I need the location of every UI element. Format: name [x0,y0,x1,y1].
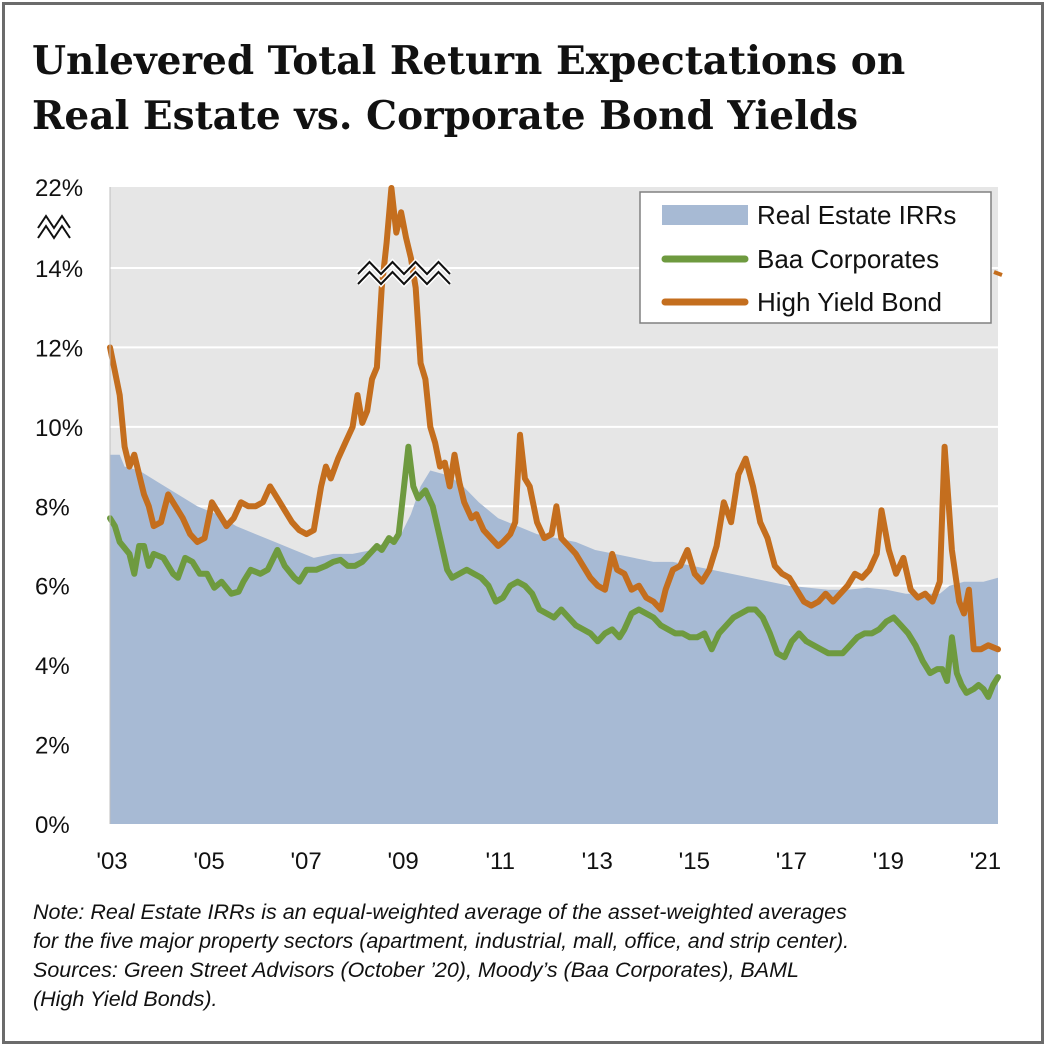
x-tick-label: '15 [679,848,710,875]
y-tick-label: 14% [35,256,83,283]
x-tick-label: '09 [388,848,419,875]
y-tick-label: 6% [35,574,70,601]
series-line-baa-corporates [107,443,1001,700]
chart-note: Note: Real Estate IRRs is an equal-weigh… [33,898,1023,1014]
legend-label: High Yield Bond [757,287,942,317]
title-line-1: Unlevered Total Return Expectations on [32,38,906,84]
title-line-2: Real Estate vs. Corporate Bond Yields [32,93,859,139]
x-tick-label: '21 [970,848,1001,875]
legend: Real Estate IRRs Baa Corporates High Yield… [639,191,992,324]
y-tick-label: 10% [35,415,83,442]
chart-title: Unlevered Total Return Expectations on R… [32,34,1022,144]
axis-break-symbol-plot [356,258,452,288]
y-tick-label: 22% [35,175,83,202]
y-tick-label: 12% [35,335,83,362]
axis-break-symbol-yaxis [35,211,73,243]
y-tick-label: 2% [35,733,70,760]
x-tick-label: '05 [193,848,224,875]
legend-swatch-area [662,205,748,225]
x-tick-label: '03 [96,848,127,875]
note-line-2: for the five major property sectors (apa… [33,929,850,953]
series-area-real-estate-irrs [110,454,998,824]
legend-label: Baa Corporates [757,244,939,274]
x-tick-label: '17 [776,848,807,875]
y-tick-label: 8% [35,494,70,521]
x-tick-label: '13 [582,848,613,875]
note-line-3: Sources: Green Street Advisors (October … [33,958,799,982]
legend-label: Real Estate IRRs [757,200,956,230]
y-tick-label: 0% [35,812,70,839]
x-tick-label: '19 [873,848,904,875]
series-line-high-yield-bond [107,185,1001,653]
x-tick-label: '07 [290,848,321,875]
high-yield-edge-mark [993,270,1003,277]
y-tick-label: 4% [35,653,70,680]
note-line-4: (High Yield Bonds). [33,987,218,1011]
x-tick-label: '11 [485,848,515,875]
note-line-1: Note: Real Estate IRRs is an equal-weigh… [33,900,847,924]
